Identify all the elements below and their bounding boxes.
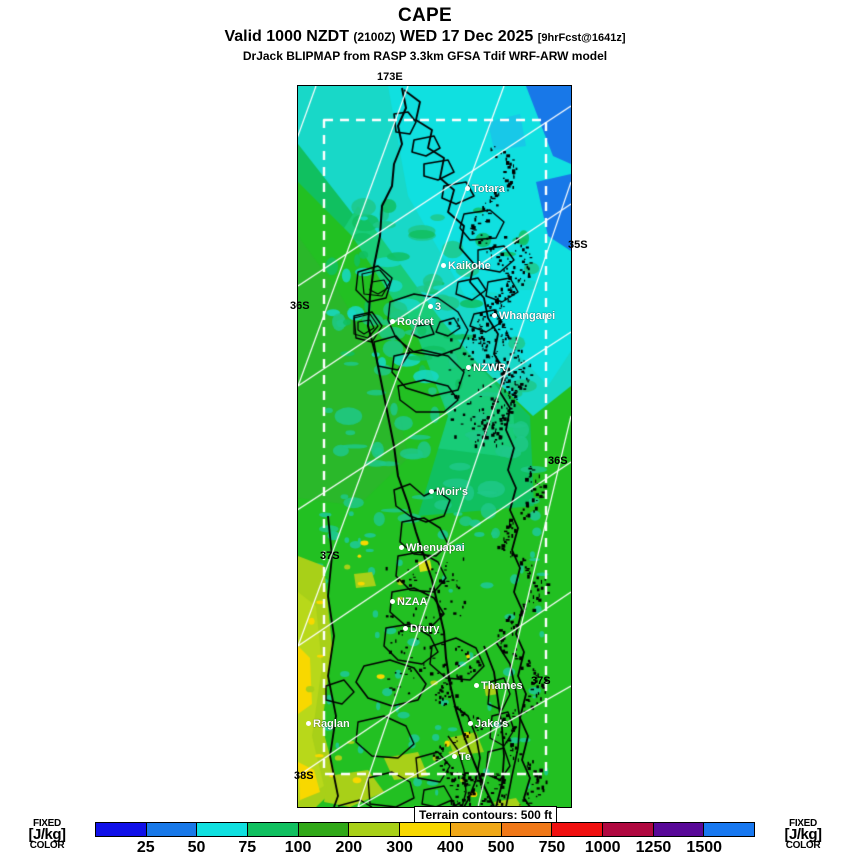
station-label-text: Thames [481, 680, 523, 692]
color-scale-segment [145, 823, 197, 836]
color-scale-tick-label: 400 [437, 839, 464, 856]
valid-time-zulu: (2100Z) [353, 30, 396, 44]
color-scale-segment [348, 823, 400, 836]
color-scale-segment [247, 823, 298, 836]
station-label-text: Raglan [313, 718, 350, 730]
station-label: NZAA [390, 597, 428, 608]
station-label: NZWR [466, 363, 506, 374]
legend-unit-tag-left: FIXED [J/kg] COLOR [16, 818, 78, 851]
color-scale-tick-label: 200 [335, 839, 363, 856]
station-label: Kaikohe [441, 261, 491, 272]
station-label: Moir's [429, 487, 468, 498]
color-scale-tick-label: 1000 [584, 839, 621, 856]
valid-time-prefix: Valid 1000 NZDT [224, 28, 349, 45]
header: CAPE Valid 1000 NZDT (2100Z) WED 17 Dec … [0, 0, 850, 64]
station-marker-dot [429, 489, 434, 495]
color-scale-segment [297, 823, 349, 836]
color-scale-tick-label: 300 [386, 839, 413, 856]
color-scale-tick-label: 100 [284, 839, 312, 856]
station-label: 3 [428, 302, 441, 313]
station-marker-dot [399, 545, 404, 551]
station-label-text: Moir's [436, 486, 468, 498]
legend-color-label-right: COLOR [785, 840, 821, 851]
legend-fixed-label-left: FIXED [33, 818, 61, 829]
color-scale-segment [500, 823, 552, 836]
station-marker-dot [306, 721, 311, 727]
color-scale-segment [399, 823, 450, 836]
station-label: Jake's [468, 719, 508, 730]
station-label-text: Drury [410, 623, 440, 635]
map-raster [298, 86, 571, 807]
station-marker-dot [390, 599, 395, 605]
color-scale-tick-label: 75 [238, 839, 257, 856]
color-scale-segment [196, 823, 248, 836]
legend-units-label-right: [J/kg] [784, 826, 822, 843]
station-marker-dot [428, 304, 433, 310]
color-scale-bar [95, 822, 755, 837]
legend-units-label-left: [J/kg] [28, 826, 66, 843]
graticule-label: 37S [320, 550, 340, 562]
color-scale-segment [652, 823, 704, 836]
station-marker-dot [492, 313, 497, 319]
station-label: Thames [474, 681, 523, 692]
legend-color-label-left: COLOR [29, 840, 65, 851]
station-marker-dot [403, 626, 408, 632]
forecast-tag: [9hrFcst@1641z] [537, 32, 626, 44]
color-legend: FIXED [J/kg] COLOR FIXED [J/kg] COLOR 25… [0, 818, 850, 860]
station-marker-dot [468, 721, 473, 727]
color-scale-segment [96, 823, 146, 836]
station-label-text: NZWR [473, 362, 506, 374]
station-label: Whangarei [492, 311, 555, 322]
color-scale-tick-label: 25 [136, 839, 155, 856]
station-label: Te [452, 752, 471, 763]
station-label-text: Rocket [397, 316, 434, 328]
cape-map [297, 85, 572, 808]
station-label: Rocket [390, 317, 434, 328]
station-label: Whenuapai [399, 543, 465, 554]
station-label-text: Kaikohe [448, 260, 491, 272]
graticule-label: 37S [531, 675, 551, 687]
color-scale-tick-label: 50 [187, 839, 206, 856]
color-scale-tick-label: 1250 [635, 839, 672, 856]
station-label-text: Totara [472, 183, 505, 195]
page-title: CAPE [398, 5, 452, 26]
station-marker-dot [452, 754, 457, 760]
station-label-text: Whangarei [499, 310, 556, 322]
color-scale-tick-label: 1500 [686, 839, 723, 856]
terrain-contour-note: Terrain contours: 500 ft [414, 806, 558, 825]
station-marker-dot [390, 319, 395, 325]
station-marker-dot [466, 365, 471, 371]
station-label: Drury [403, 624, 439, 635]
model-description: DrJack BLIPMAP from RASP 3.3km GFSA Tdif… [242, 49, 608, 63]
legend-unit-tag-right: FIXED [J/kg] COLOR [772, 818, 834, 851]
valid-date: WED 17 Dec 2025 [399, 28, 534, 45]
station-label-text: Te [459, 751, 472, 763]
valid-time-line: Valid 1000 NZDT (2100Z) WED 17 Dec 2025 … [0, 27, 850, 48]
station-label: Raglan [306, 719, 350, 730]
station-marker-dot [441, 263, 446, 269]
station-marker-dot [465, 186, 470, 192]
graticule-label: 35S [568, 239, 588, 251]
station-label-text: Whenuapai [406, 542, 465, 554]
station-label-text: 3 [435, 301, 442, 313]
graticule-label: 173E [377, 71, 403, 83]
station-label: Totara [465, 184, 505, 195]
color-scale-ticks: 25 50 75 100 200 300 400 500 750 1000 1250 1500 [95, 838, 755, 858]
color-scale-segment [703, 823, 754, 836]
graticule-label: 36S [290, 300, 310, 312]
station-label-text: Jake's [475, 718, 509, 730]
color-scale-tick-label: 500 [487, 839, 515, 856]
station-marker-dot [474, 683, 479, 689]
color-scale-segment [601, 823, 653, 836]
graticule-label: 38S [294, 770, 314, 782]
color-scale-segment [551, 823, 602, 836]
legend-fixed-label-right: FIXED [789, 818, 817, 829]
color-scale-tick-label: 750 [538, 839, 566, 856]
graticule-label: 36S [548, 455, 568, 467]
color-scale-segment [449, 823, 501, 836]
station-label-text: NZAA [397, 596, 428, 608]
